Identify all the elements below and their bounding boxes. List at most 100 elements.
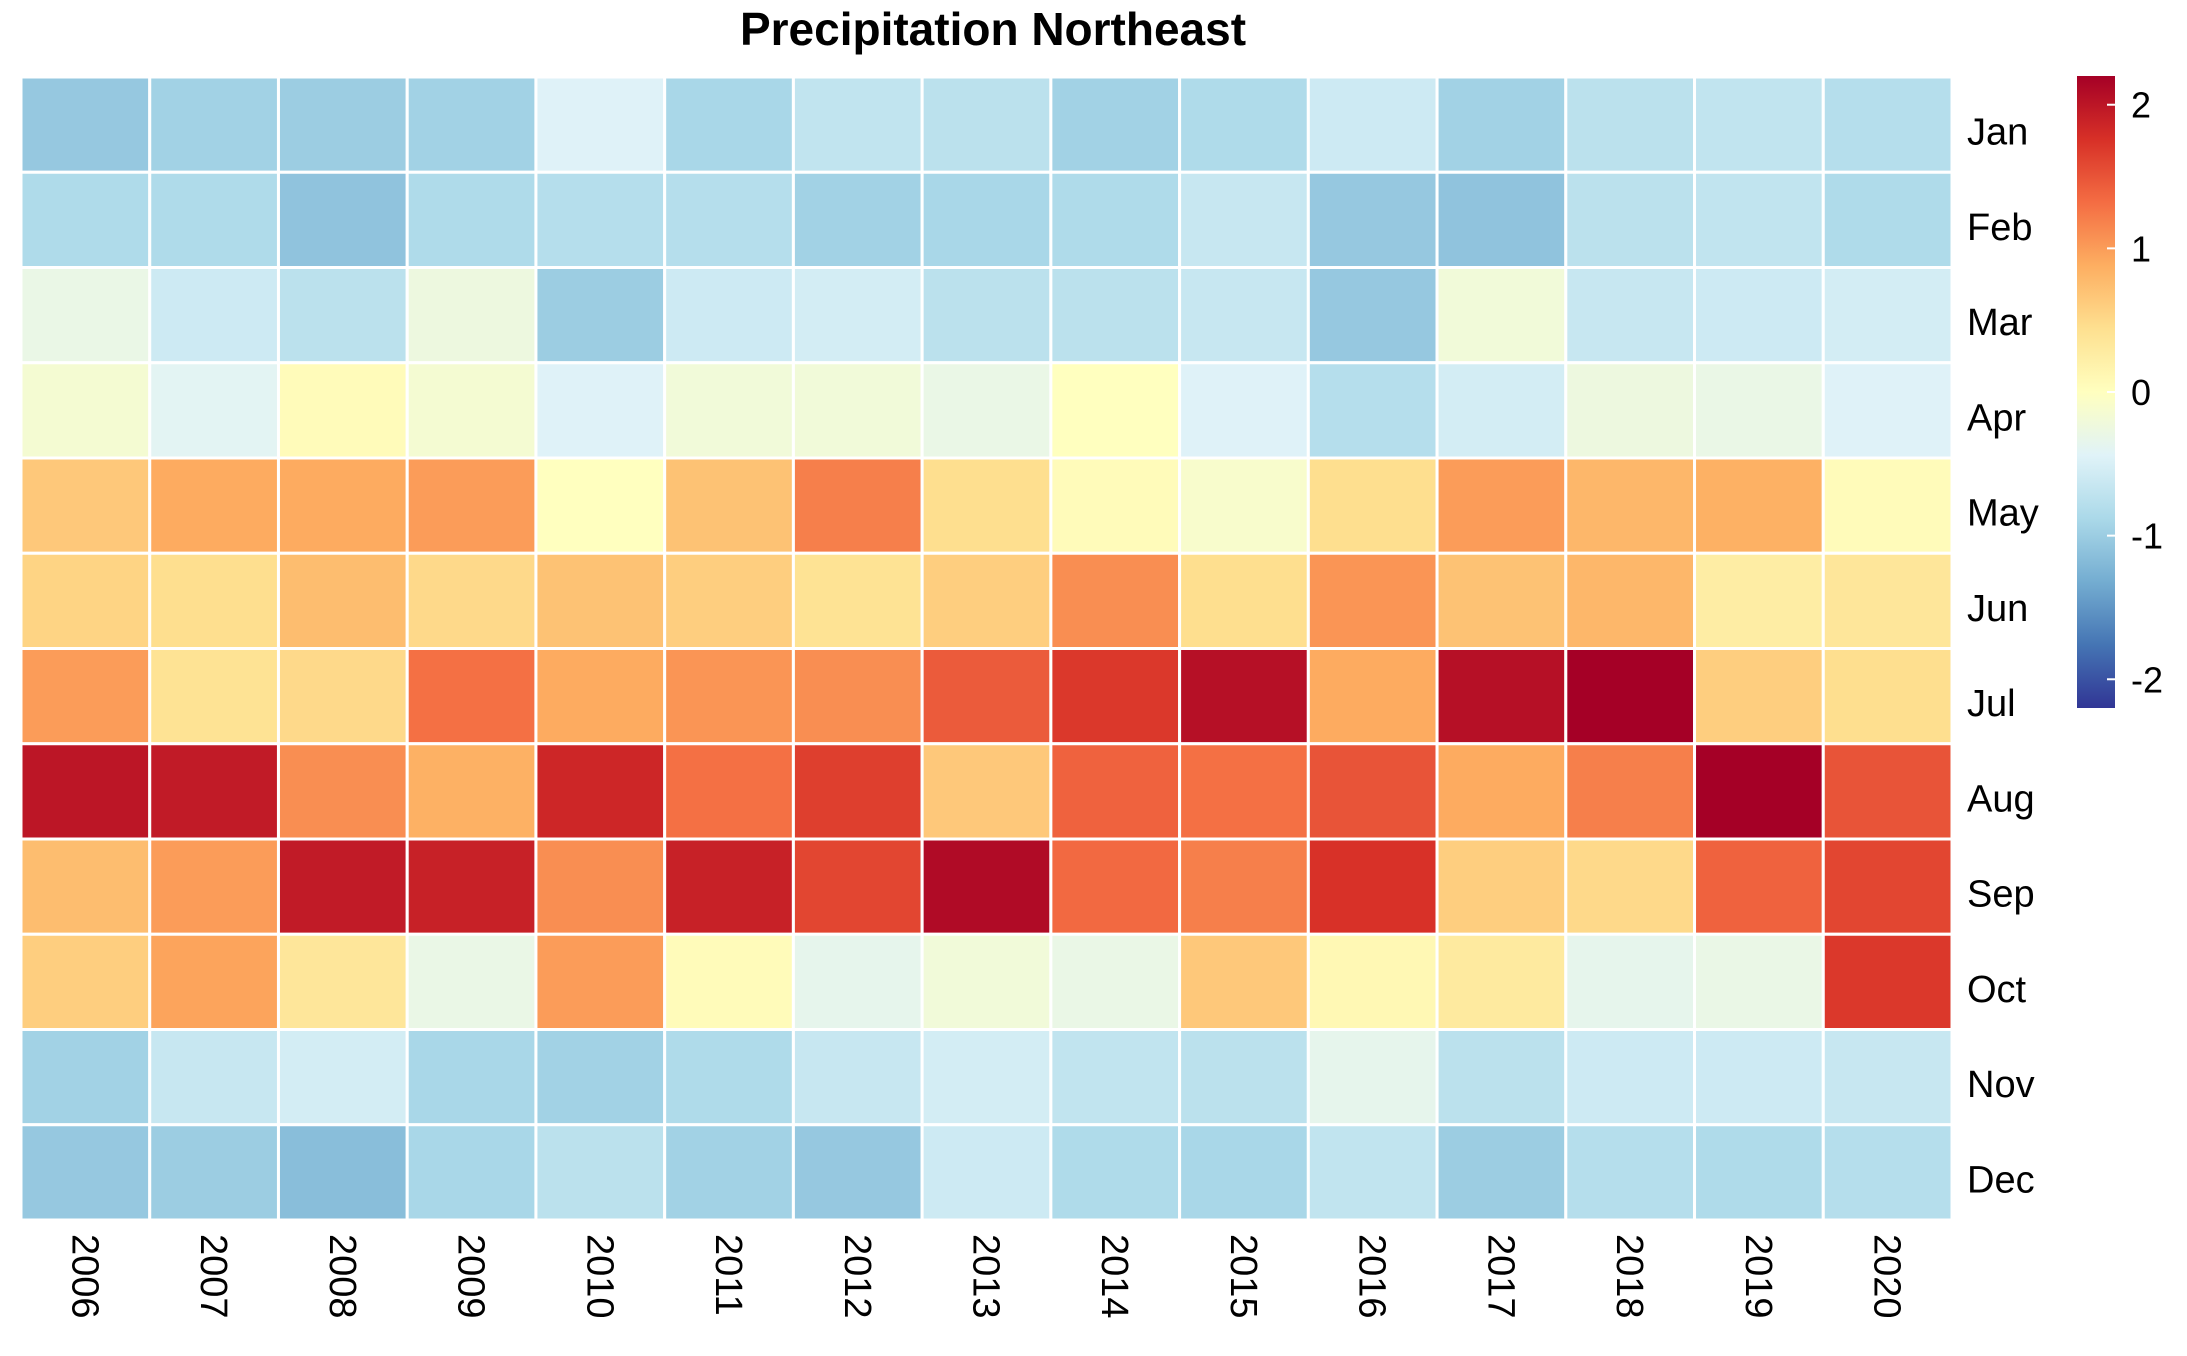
heatmap-cell-oct-2015 [1178,932,1310,1031]
column-label-2014: 2014 [1093,1234,1135,1319]
heatmap-cell-oct-2010 [534,932,667,1031]
heatmap-cell-apr-2010 [534,361,667,460]
heatmap-cell-nov-2016 [1306,1028,1439,1127]
heatmap-cell-sep-2017 [1435,837,1568,936]
heatmap-cell-nov-2010 [534,1028,667,1127]
heatmap-cell-apr-2011 [663,361,795,460]
heatmap-cell-aug-2010 [534,742,667,841]
heatmap-cell-jan-2012 [791,75,924,174]
heatmap-cell-jun-2019 [1693,551,1825,650]
heatmap-cell-sep-2009 [405,837,538,936]
heatmap-cell-oct-2013 [920,932,1053,1031]
heatmap-cell-mar-2007 [148,266,280,365]
heatmap-cell-jul-2013 [920,647,1053,746]
heatmap-cell-sep-2016 [1306,837,1439,936]
heatmap-cell-aug-2009 [405,742,538,841]
heatmap-cell-mar-2012 [791,266,924,365]
heatmap-cell-apr-2007 [148,361,280,460]
heatmap-cell-dec-2014 [1049,1123,1182,1222]
heatmap-cell-jan-2017 [1435,75,1568,174]
heatmap-cell-jan-2014 [1049,75,1182,174]
heatmap-cell-dec-2011 [663,1123,795,1222]
heatmap-cell-aug-2006 [19,742,152,841]
heatmap-cell-jun-2014 [1049,551,1182,650]
column-label-2016: 2016 [1351,1234,1393,1319]
heatmap-cell-may-2010 [534,456,667,555]
heatmap-cell-sep-2012 [791,837,924,936]
heatmap-cell-oct-2018 [1564,932,1697,1031]
heatmap-cell-oct-2020 [1821,932,1954,1031]
heatmap-cell-aug-2018 [1564,742,1697,841]
column-label-2011: 2011 [707,1234,749,1316]
colorbar-tick-label: 0 [2131,372,2151,413]
heatmap-cell-mar-2020 [1821,266,1954,365]
heatmap-cell-jun-2008 [276,551,409,650]
heatmap-cell-sep-2011 [663,837,795,936]
heatmap-cell-aug-2008 [276,742,409,841]
column-label-2007: 2007 [192,1234,234,1319]
heatmap-cell-jul-2016 [1306,647,1439,746]
heatmap-cell-jan-2008 [276,75,409,174]
heatmap-cell-aug-2016 [1306,742,1439,841]
heatmap-cell-jan-2013 [920,75,1053,174]
heatmap-cell-may-2009 [405,456,538,555]
heatmap-cell-apr-2017 [1435,361,1568,460]
heatmap-cell-jun-2011 [663,551,795,650]
heatmap-cell-sep-2014 [1049,837,1182,936]
heatmap-cell-feb-2006 [19,170,152,269]
heatmap-cell-jul-2007 [148,647,280,746]
chart-title: Precipitation Northeast [740,3,1246,55]
heatmap-cell-nov-2015 [1178,1028,1310,1127]
heatmap-cell-jul-2015 [1178,647,1310,746]
heatmap-cell-sep-2008 [276,837,409,936]
heatmap-cell-jan-2010 [534,75,667,174]
heatmap-cell-feb-2018 [1564,170,1697,269]
heatmap-cell-aug-2014 [1049,742,1182,841]
heatmap-cell-nov-2017 [1435,1028,1568,1127]
heatmap-cell-may-2017 [1435,456,1568,555]
heatmap-cell-feb-2009 [405,170,538,269]
column-label-2008: 2008 [321,1234,363,1319]
heatmap-cell-jan-2011 [663,75,795,174]
heatmap-cell-nov-2006 [19,1028,152,1127]
heatmap-cell-oct-2008 [276,932,409,1031]
colorbar-tick-label: -1 [2131,516,2163,557]
heatmap-cell-feb-2020 [1821,170,1954,269]
heatmap-cell-dec-2012 [791,1123,924,1222]
heatmap-cell-dec-2009 [405,1123,538,1222]
heatmap-cell-may-2007 [148,456,280,555]
heatmap-cell-oct-2016 [1306,932,1439,1031]
heatmap-cell-jan-2019 [1693,75,1825,174]
heatmap-cell-apr-2008 [276,361,409,460]
heatmap-cell-feb-2012 [791,170,924,269]
heatmap-cell-dec-2006 [19,1123,152,1222]
heatmap-cell-mar-2017 [1435,266,1568,365]
heatmap-cell-oct-2006 [19,932,152,1031]
heatmap-cell-jan-2009 [405,75,538,174]
heatmap-cell-nov-2011 [663,1028,795,1127]
row-labels: Jan Feb Mar Apr May Jun Jul Aug Sep Oct Nov Dec [1967,112,2039,1202]
heatmap-cell-nov-2008 [276,1028,409,1127]
colorbar-tick-label: 1 [2131,228,2151,269]
heatmap-cell-sep-2019 [1693,837,1825,936]
heatmap-cell-mar-2016 [1306,266,1439,365]
heatmap-cell-jul-2012 [791,647,924,746]
heatmap-cell-feb-2008 [276,170,409,269]
heatmap-cell-aug-2019 [1693,742,1825,841]
heatmap-cell-oct-2009 [405,932,538,1031]
heatmap-cell-apr-2012 [791,361,924,460]
heatmap-cell-jan-2016 [1306,75,1439,174]
heatmap-cell-apr-2014 [1049,361,1182,460]
heatmap-cell-aug-2011 [663,742,795,841]
heatmap-cell-nov-2019 [1693,1028,1825,1127]
heatmap-cell-may-2008 [276,456,409,555]
heatmap-cell-sep-2020 [1821,837,1954,936]
row-label-jan: Jan [1967,112,2028,154]
heatmap-cell-nov-2013 [920,1028,1053,1127]
heatmap-cell-jun-2006 [19,551,152,650]
row-label-nov: Nov [1967,1064,2035,1106]
row-label-apr: Apr [1967,397,2026,439]
heatmap-cell-feb-2016 [1306,170,1439,269]
heatmap-cell-may-2015 [1178,456,1310,555]
heatmap-cell-jun-2017 [1435,551,1568,650]
